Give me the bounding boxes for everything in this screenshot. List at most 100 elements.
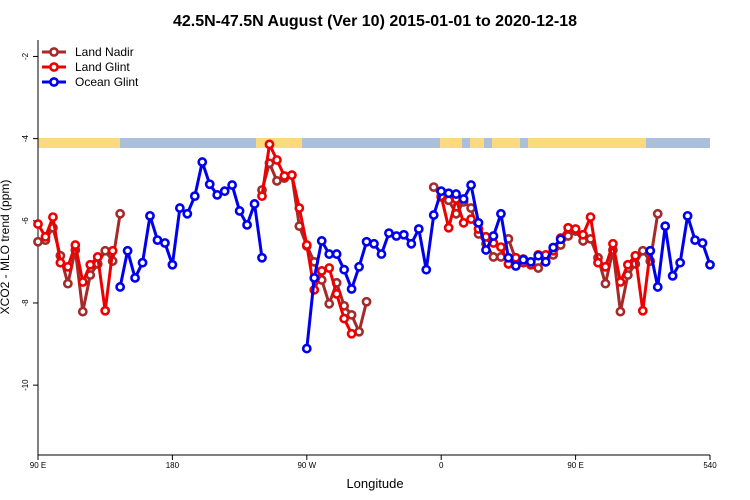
data-point	[115, 282, 126, 292]
data-point	[637, 305, 648, 316]
data-point	[443, 188, 454, 199]
data-point	[316, 266, 327, 276]
data-point	[264, 139, 275, 150]
data-point	[85, 259, 96, 270]
data-point	[384, 228, 394, 239]
data-point	[354, 261, 364, 272]
data-point	[451, 189, 462, 199]
data-point	[324, 263, 335, 273]
data-point	[189, 191, 200, 202]
data-point	[570, 224, 581, 234]
data-point	[645, 245, 656, 256]
data-point	[301, 343, 312, 354]
data-point	[503, 252, 514, 263]
data-point	[600, 261, 611, 272]
data-point	[272, 155, 282, 165]
data-point	[369, 238, 379, 249]
data-point	[682, 210, 693, 221]
x-axis-label: Longitude	[346, 476, 403, 491]
y-tick-label: -10	[21, 379, 30, 391]
data-point	[62, 278, 73, 289]
data-point	[533, 250, 544, 261]
data-point	[249, 199, 260, 209]
x-tick-label: 90 E	[567, 461, 583, 470]
data-point	[525, 256, 536, 267]
data-point	[376, 249, 387, 259]
data-point	[406, 238, 417, 249]
x-tick-label: 90 E	[30, 461, 46, 470]
data-point	[339, 313, 350, 324]
data-point	[563, 222, 574, 233]
data-point	[346, 309, 357, 320]
data-point	[413, 224, 424, 234]
data-point	[339, 264, 350, 275]
data-point	[316, 236, 327, 246]
data-point	[279, 171, 290, 181]
legend-marker	[49, 77, 59, 87]
data-point	[428, 210, 439, 220]
data-point	[331, 289, 342, 299]
data-point	[555, 234, 566, 245]
data-point	[197, 157, 208, 167]
data-point	[130, 273, 140, 283]
data-point	[667, 270, 678, 281]
data-point	[488, 231, 499, 241]
data-point	[436, 186, 447, 197]
data-point	[518, 254, 529, 265]
data-point	[33, 236, 43, 247]
data-point	[391, 231, 402, 241]
chart-title: 42.5N-47.5N August (Ver 10) 2015-01-01 t…	[173, 13, 577, 30]
data-point	[167, 259, 178, 270]
data-point	[466, 180, 476, 190]
data-point	[615, 277, 626, 287]
legend-label: Land Glint	[75, 60, 130, 74]
data-point	[55, 257, 66, 268]
data-point	[62, 261, 73, 272]
data-point	[630, 250, 641, 261]
y-tick-label: -8	[21, 299, 30, 307]
data-point	[398, 229, 409, 240]
land-ocean-mask	[38, 138, 710, 148]
data-point	[242, 220, 252, 230]
data-point	[361, 296, 372, 307]
data-point	[354, 326, 364, 337]
data-point	[458, 194, 469, 204]
data-point	[615, 306, 626, 317]
legend-marker	[49, 47, 59, 57]
data-point	[690, 235, 700, 246]
data-point	[361, 236, 372, 247]
y-tick-label: -4	[21, 135, 30, 143]
data-point	[77, 277, 88, 287]
data-point	[705, 259, 715, 270]
data-point	[466, 214, 476, 225]
data-point	[152, 235, 163, 246]
data-point	[286, 170, 297, 181]
data-point	[257, 191, 267, 202]
x-tick-label: 540	[703, 461, 717, 470]
data-point	[473, 217, 484, 228]
data-point	[608, 238, 618, 249]
data-point	[346, 284, 357, 294]
legend-label: Land Nadir	[75, 45, 134, 59]
data-point	[510, 252, 521, 263]
data-point	[652, 282, 663, 292]
data-point	[48, 212, 58, 222]
data-point	[137, 257, 148, 268]
data-point	[593, 257, 603, 268]
data-point	[77, 306, 88, 317]
data-point	[428, 182, 439, 192]
data-point	[174, 203, 185, 213]
x-tick-label: 180	[166, 461, 180, 470]
data-point	[70, 240, 81, 250]
data-point	[488, 252, 499, 262]
data-point	[160, 238, 170, 248]
data-point	[458, 217, 469, 228]
data-point	[234, 206, 245, 216]
data-point	[443, 222, 454, 233]
data-point	[100, 305, 111, 316]
legend-marker	[49, 62, 59, 72]
data-point	[533, 263, 544, 273]
data-point	[331, 249, 342, 259]
data-point	[660, 221, 671, 232]
